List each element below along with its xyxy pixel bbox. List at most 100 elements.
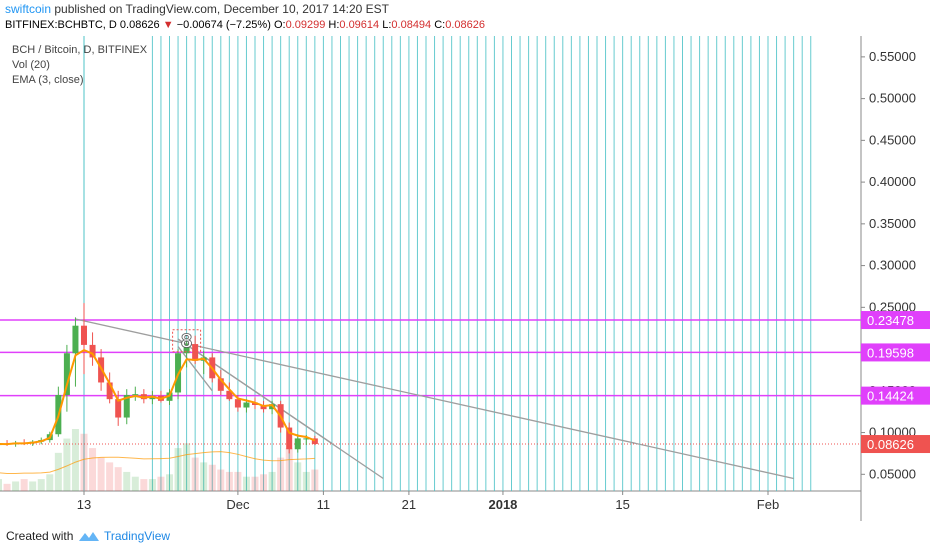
- last-price-value: 0.08626: [119, 19, 160, 31]
- volume-bar: [208, 464, 216, 491]
- trend-line: [177, 346, 213, 392]
- plot-background: [0, 36, 861, 491]
- candle-body: [286, 427, 293, 450]
- volume-bar: [114, 467, 122, 491]
- level-price-label: 0.23478: [867, 313, 914, 328]
- candle-body: [89, 344, 96, 358]
- volume-bar: [0, 479, 2, 491]
- x-tick-label: Feb: [757, 497, 779, 512]
- volume-bar: [311, 469, 319, 491]
- volume-bar: [3, 483, 11, 491]
- volume-bar: [71, 429, 79, 491]
- y-tick-label: 0.50000: [869, 91, 916, 106]
- volume-bar: [268, 471, 276, 491]
- volume-ma-line: [0, 451, 315, 474]
- volume-bar: [225, 471, 233, 491]
- y-tick-label: 0.30000: [869, 258, 916, 273]
- y-tick-label: 0.45000: [869, 132, 916, 147]
- volume-bar: [277, 457, 285, 491]
- candle-body: [243, 402, 250, 408]
- volume-bar: [183, 443, 191, 491]
- annotation-label: 8: [181, 331, 192, 353]
- level-price-tag: [861, 311, 930, 330]
- last-price-tag: [861, 435, 930, 454]
- volume-bar: [148, 479, 156, 491]
- y-tick-label: 0.35000: [869, 216, 916, 231]
- volume-bar: [106, 462, 114, 491]
- volume-bar: [260, 474, 268, 491]
- volume-bar: [54, 452, 62, 491]
- x-tick-label: 21: [402, 497, 416, 512]
- low-label: L:: [382, 19, 392, 31]
- x-tick-label: 11: [317, 497, 331, 512]
- volume-legend[interactable]: Vol (20): [12, 59, 50, 71]
- candle-body: [72, 325, 79, 354]
- candle-body: [217, 378, 224, 391]
- author-link[interactable]: swiftcoin: [5, 2, 52, 16]
- volume-bar: [251, 476, 259, 491]
- candle-body: [234, 399, 241, 408]
- tradingview-logo-icon: [79, 532, 99, 541]
- level-price-tag: [861, 386, 930, 405]
- candle-body: [260, 405, 267, 410]
- candle-body: [311, 438, 318, 445]
- level-price-tag: [861, 343, 930, 362]
- triangle-down-icon: ▼: [162, 19, 174, 31]
- volume-bar: [302, 471, 310, 491]
- chart-title: BCH / Bitcoin, D, BITFINEX: [12, 44, 148, 56]
- candle-body: [294, 438, 301, 450]
- candle-body: [183, 344, 190, 354]
- volume-bar: [217, 469, 225, 491]
- price-chart[interactable]: 80.050000.100000.150000.200000.250000.30…: [0, 36, 932, 521]
- ema-line: [0, 348, 316, 446]
- level-price-label: 0.14424: [867, 389, 914, 404]
- candle-body: [303, 438, 310, 440]
- high-label: H:: [328, 19, 340, 31]
- close-value: 0.08626: [445, 19, 485, 31]
- volume-bar: [20, 479, 28, 491]
- volume-bar: [157, 476, 165, 491]
- annotation-box: [172, 329, 202, 353]
- symbol-label[interactable]: BITFINEX:BCHBTC, D: [5, 19, 117, 31]
- volume-bar: [37, 479, 45, 491]
- volume-bar: [97, 457, 105, 491]
- volume-bar: [200, 462, 208, 491]
- volume-bar: [123, 471, 131, 491]
- volume-bar: [80, 433, 88, 491]
- candle-body: [63, 353, 70, 395]
- chart-header: swiftcoin published on TradingView.com, …: [0, 0, 932, 36]
- candle-body: [81, 325, 87, 345]
- tradingview-link[interactable]: TradingView: [104, 529, 171, 543]
- published-text: published on TradingView.com, December 1…: [54, 2, 390, 16]
- y-tick-label: 0.55000: [869, 49, 916, 64]
- created-with-text: Created with: [6, 529, 74, 543]
- volume-bar: [131, 476, 139, 491]
- volume-bar: [29, 481, 37, 491]
- level-price-label: 0.19598: [867, 345, 914, 360]
- last-price-label: 0.08626: [867, 437, 914, 452]
- change-value: −0.00674 (−7.25%): [176, 19, 271, 31]
- candle-body: [106, 382, 113, 400]
- volume-bar: [63, 438, 71, 491]
- close-label: C:: [434, 19, 446, 31]
- x-tick-label: 2018: [488, 497, 517, 512]
- x-tick-label: 13: [77, 497, 91, 512]
- volume-bar: [166, 474, 173, 491]
- candle-body: [192, 344, 199, 361]
- open-label: O:: [273, 19, 286, 31]
- ema-legend[interactable]: EMA (3, close): [12, 74, 84, 86]
- volume-bar: [12, 481, 20, 491]
- x-tick-label: Dec: [226, 497, 250, 512]
- publish-line: swiftcoin published on TradingView.com, …: [5, 2, 389, 16]
- footer: Created with TradingView: [0, 521, 932, 550]
- candle-body: [132, 394, 139, 396]
- candle-body: [123, 394, 130, 418]
- volume-bar: [285, 448, 293, 491]
- volume-bar: [191, 457, 199, 491]
- volume-bar: [174, 448, 182, 491]
- volume-bar: [89, 448, 97, 491]
- y-tick-label: 0.05000: [869, 466, 916, 481]
- volume-bar: [234, 471, 242, 491]
- y-tick-label: 0.25000: [869, 299, 916, 314]
- candle-body: [226, 390, 233, 400]
